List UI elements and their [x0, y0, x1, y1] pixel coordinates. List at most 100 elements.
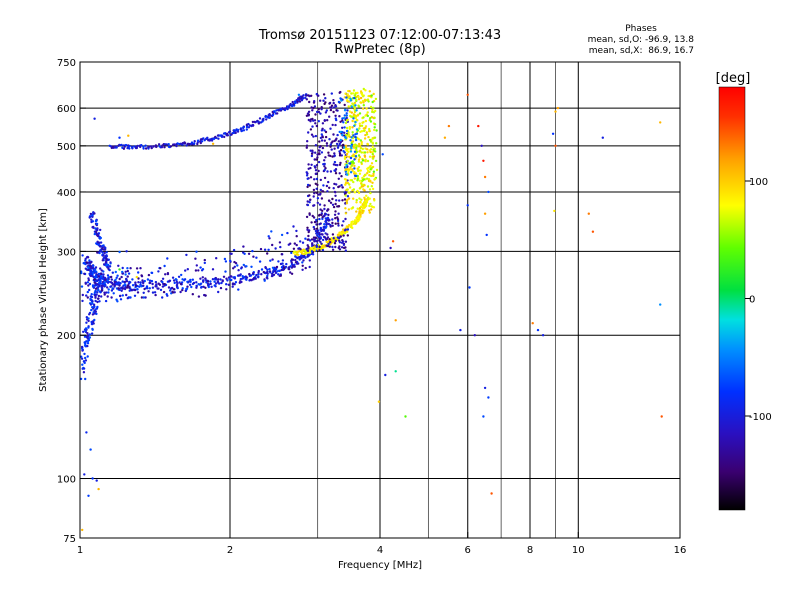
- data-point: [308, 194, 311, 197]
- data-point: [86, 256, 90, 259]
- data-point: [95, 222, 99, 226]
- data-point: [233, 277, 237, 280]
- data-point: [93, 212, 96, 215]
- data-point: [310, 250, 314, 253]
- data-point: [128, 147, 131, 150]
- data-point: [339, 138, 342, 142]
- data-point: [323, 159, 326, 162]
- data-point: [94, 295, 97, 298]
- data-point: [89, 266, 93, 270]
- data-point: [80, 285, 84, 288]
- data-point: [443, 136, 447, 139]
- y-tick-label: 75: [63, 534, 76, 545]
- data-point: [90, 261, 93, 264]
- data-point: [355, 109, 358, 112]
- data-point: [466, 204, 469, 207]
- data-point: [339, 120, 342, 124]
- data-point: [96, 234, 100, 238]
- data-point: [193, 140, 196, 143]
- data-point: [352, 188, 356, 191]
- data-point: [265, 276, 269, 279]
- data-point: [312, 135, 315, 138]
- data-point: [329, 201, 333, 204]
- data-point: [181, 288, 184, 292]
- data-point: [225, 277, 228, 280]
- data-point: [313, 105, 317, 108]
- data-point: [97, 241, 100, 244]
- data-point: [371, 181, 374, 184]
- data-point: [286, 231, 289, 235]
- data-point: [316, 183, 319, 187]
- data-point: [144, 296, 147, 299]
- data-point: [85, 431, 88, 434]
- data-point: [157, 143, 161, 146]
- data-point: [171, 286, 174, 290]
- data-point: [81, 293, 85, 297]
- data-point: [126, 275, 129, 278]
- data-point: [87, 268, 90, 272]
- data-point: [125, 293, 128, 297]
- data-point: [332, 133, 335, 136]
- data-point: [294, 255, 297, 258]
- data-point: [109, 261, 112, 264]
- data-point: [351, 220, 354, 223]
- data-point: [178, 281, 181, 284]
- data-point: [110, 275, 113, 279]
- data-point: [447, 124, 451, 128]
- data-point: [154, 280, 158, 284]
- data-point: [194, 269, 198, 272]
- data-point: [94, 220, 98, 223]
- data-point: [287, 106, 291, 109]
- data-point: [366, 98, 369, 102]
- data-point: [331, 224, 334, 227]
- data-point: [228, 130, 232, 133]
- data-point: [88, 215, 92, 218]
- data-point: [127, 272, 131, 275]
- data-point: [313, 158, 316, 161]
- data-point: [315, 191, 318, 194]
- data-point: [294, 261, 298, 264]
- data-point: [353, 191, 357, 194]
- data-point: [239, 277, 242, 281]
- data-point: [331, 203, 335, 206]
- data-point: [357, 98, 361, 101]
- data-point: [370, 94, 373, 97]
- data-point: [101, 251, 104, 254]
- data-point: [83, 272, 86, 275]
- data-point: [326, 190, 329, 193]
- data-point: [358, 122, 361, 125]
- data-point: [343, 155, 347, 158]
- data-point: [276, 270, 279, 273]
- data-point: [179, 290, 182, 294]
- data-point: [364, 125, 368, 128]
- data-point: [264, 266, 268, 270]
- x-tick-label: 8: [527, 545, 533, 556]
- data-point: [319, 188, 322, 192]
- data-point: [313, 220, 317, 224]
- data-point: [215, 257, 218, 260]
- data-point: [326, 170, 329, 173]
- data-point: [143, 287, 146, 291]
- data-point: [361, 176, 364, 180]
- data-point: [391, 240, 395, 243]
- data-point: [346, 99, 349, 102]
- data-point: [121, 294, 125, 297]
- data-point: [359, 101, 363, 104]
- data-point: [375, 168, 379, 172]
- data-point: [349, 171, 353, 174]
- data-point: [88, 336, 92, 339]
- data-point: [91, 327, 94, 331]
- data-point: [331, 123, 334, 127]
- data-point: [321, 228, 325, 232]
- data-point: [150, 271, 154, 275]
- data-point: [151, 282, 154, 286]
- data-point: [113, 280, 116, 284]
- data-point: [325, 144, 329, 147]
- data-point: [332, 237, 335, 240]
- data-point: [220, 281, 223, 285]
- data-point: [344, 144, 348, 147]
- data-point: [321, 190, 325, 193]
- data-point: [319, 240, 322, 244]
- data-point: [180, 273, 183, 277]
- data-point: [306, 177, 309, 180]
